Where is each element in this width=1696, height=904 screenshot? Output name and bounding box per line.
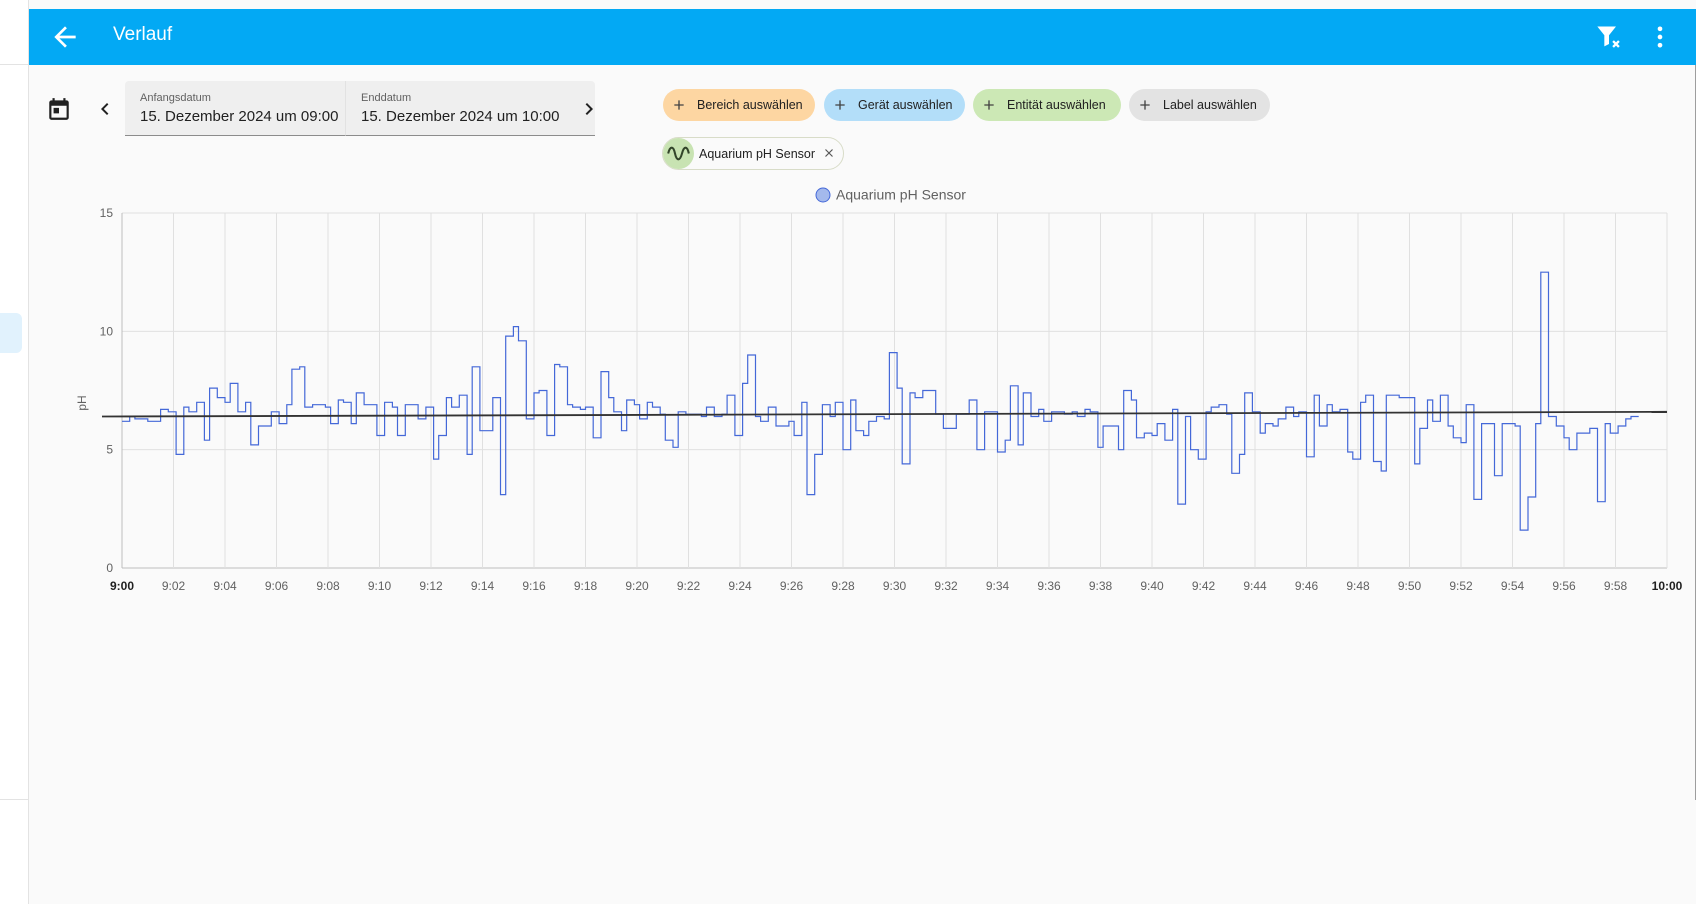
chart-legend[interactable]: Aquarium pH Sensor bbox=[815, 187, 966, 203]
sidebar-edge bbox=[0, 0, 29, 904]
add-area-label: Bereich auswählen bbox=[697, 98, 803, 112]
page-title: Verlauf bbox=[113, 24, 173, 45]
x-tick-label: 9:54 bbox=[1501, 579, 1525, 593]
x-tick-label: 9:28 bbox=[831, 579, 855, 593]
plus-icon bbox=[984, 100, 994, 110]
start-date-value: 15. Dezember 2024 um 09:00 bbox=[140, 108, 339, 125]
main-content: Verlauf Anfangsdatum 15. Dezember 2024 u… bbox=[29, 0, 1696, 904]
legend-swatch bbox=[815, 187, 831, 203]
end-date-field[interactable]: Enddatum 15. Dezember 2024 um 10:00 bbox=[345, 81, 595, 136]
x-axis-ticks: 9:00 9:02 9:04 9:06 9:08 9:10 9:12 9:14 9:16 9:18… bbox=[110, 579, 1683, 593]
selected-entity-label: Aquarium pH Sensor bbox=[699, 147, 816, 161]
legend-label: Aquarium pH Sensor bbox=[836, 187, 966, 203]
x-tick-label: 9:16 bbox=[522, 579, 546, 593]
add-device-label: Gerät auswählen bbox=[858, 98, 953, 112]
y-axis-label: pH bbox=[75, 395, 89, 410]
x-tick-label: 9:32 bbox=[934, 579, 958, 593]
chevron-right-icon[interactable] bbox=[577, 97, 601, 121]
x-tick-label: 9:10 bbox=[368, 579, 392, 593]
add-device-chip[interactable]: Gerät auswählen bbox=[824, 89, 965, 121]
end-date-label: Enddatum bbox=[361, 92, 412, 104]
x-tick-label: 9:22 bbox=[677, 579, 701, 593]
x-tick-label: 9:58 bbox=[1604, 579, 1628, 593]
x-tick-label: 9:20 bbox=[625, 579, 649, 593]
end-date-value: 15. Dezember 2024 um 10:00 bbox=[361, 108, 560, 125]
sidebar-item-history[interactable] bbox=[0, 313, 22, 353]
x-tick-label: 9:56 bbox=[1552, 579, 1576, 593]
add-label-chip[interactable]: Label auswählen bbox=[1129, 89, 1270, 121]
add-area-chip[interactable]: Bereich auswählen bbox=[663, 89, 815, 121]
arrow-left-icon[interactable] bbox=[49, 21, 81, 53]
x-tick-label: 9:42 bbox=[1192, 579, 1216, 593]
x-tick-label: 9:50 bbox=[1398, 579, 1422, 593]
x-tick-label: 9:44 bbox=[1243, 579, 1267, 593]
dots-vertical-icon[interactable] bbox=[1646, 23, 1674, 51]
x-tick-label: 9:12 bbox=[419, 579, 443, 593]
x-tick-label: 9:18 bbox=[574, 579, 598, 593]
x-tick-label: 9:48 bbox=[1346, 579, 1370, 593]
plus-icon bbox=[674, 100, 684, 110]
x-tick-label: 9:02 bbox=[162, 579, 186, 593]
x-tick-label: 9:26 bbox=[780, 579, 804, 593]
chart-grid bbox=[121, 212, 1668, 569]
sine-wave-icon bbox=[667, 146, 690, 161]
y-tick-label: 10 bbox=[100, 324, 114, 338]
y-tick-label: 0 bbox=[106, 561, 113, 575]
add-entity-label: Entität auswählen bbox=[1007, 98, 1106, 112]
x-tick-label: 9:00 bbox=[110, 579, 134, 593]
x-tick-label: 9:14 bbox=[471, 579, 495, 593]
series-line-aquarium-ph[interactable] bbox=[122, 271, 1639, 531]
selected-entity-chip[interactable]: Aquarium pH Sensor bbox=[662, 137, 844, 170]
x-tick-label: 9:08 bbox=[316, 579, 340, 593]
mean-line bbox=[101, 410, 1668, 418]
x-tick-label: 9:24 bbox=[728, 579, 752, 593]
close-icon[interactable] bbox=[822, 146, 836, 160]
add-label-label: Label auswählen bbox=[1163, 98, 1257, 112]
x-tick-label: 9:04 bbox=[213, 579, 237, 593]
x-tick-label: 9:38 bbox=[1089, 579, 1113, 593]
x-tick-label: 9:40 bbox=[1140, 579, 1164, 593]
start-date-field[interactable]: Anfangsdatum 15. Dezember 2024 um 09:00 bbox=[125, 81, 347, 136]
x-tick-label: 9:46 bbox=[1295, 579, 1319, 593]
chevron-left-icon[interactable] bbox=[93, 97, 117, 121]
plus-icon bbox=[1140, 100, 1150, 110]
x-tick-label: 9:34 bbox=[986, 579, 1010, 593]
x-tick-label: 9:06 bbox=[265, 579, 289, 593]
filter-remove-icon[interactable] bbox=[1595, 23, 1623, 51]
y-axis-ticks: 0 5 10 15 bbox=[100, 206, 114, 575]
y-tick-label: 5 bbox=[106, 443, 113, 457]
top-app-bar: Verlauf bbox=[29, 9, 1696, 65]
start-date-label: Anfangsdatum bbox=[140, 92, 211, 104]
entity-icon-circle bbox=[663, 138, 694, 169]
x-tick-label: 9:52 bbox=[1449, 579, 1473, 593]
x-tick-label: 9:36 bbox=[1037, 579, 1061, 593]
plus-icon bbox=[835, 100, 845, 110]
y-tick-label: 15 bbox=[100, 206, 114, 220]
calendar-icon[interactable] bbox=[46, 96, 72, 122]
x-tick-label: 10:00 bbox=[1652, 579, 1683, 593]
x-tick-label: 9:30 bbox=[883, 579, 907, 593]
add-entity-chip[interactable]: Entität auswählen bbox=[973, 89, 1121, 121]
